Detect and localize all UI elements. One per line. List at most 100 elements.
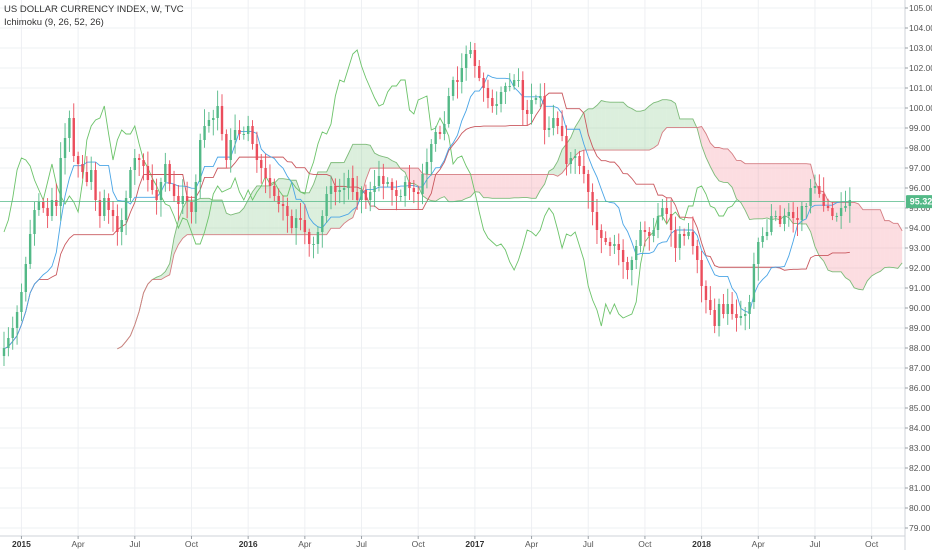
candle[interactable] [20,283,23,322]
candle[interactable] [203,109,206,148]
candle[interactable] [133,148,136,185]
candle[interactable] [246,115,250,142]
candle[interactable] [421,163,424,205]
candle[interactable] [748,294,751,329]
candle[interactable] [260,154,263,184]
candle[interactable] [408,165,411,201]
candle[interactable] [813,174,817,194]
candle[interactable] [7,327,10,357]
candle[interactable] [120,208,123,246]
candle[interactable] [190,196,193,224]
candle[interactable] [464,45,468,81]
time-axis[interactable]: 2015 Apr Jul Oct 2016 Apr Jul Oct 2017 Apr Jul Oct 2… [0,535,905,549]
candle[interactable] [473,42,477,78]
candle[interactable] [800,201,804,232]
candle[interactable] [325,186,328,223]
candle[interactable] [33,202,36,246]
candle[interactable] [778,205,782,228]
candle[interactable] [351,165,354,201]
candle[interactable] [85,156,89,187]
candle[interactable] [582,150,586,184]
candle[interactable] [155,178,158,215]
candle[interactable] [682,228,686,246]
candle[interactable] [687,223,690,240]
candle[interactable] [321,210,324,248]
candle[interactable] [791,202,795,233]
candle[interactable] [469,41,472,59]
candle[interactable] [264,153,267,194]
candle[interactable] [59,142,62,221]
candle[interactable] [835,212,838,222]
candle[interactable] [678,226,681,260]
candle[interactable] [63,123,67,175]
candle[interactable] [199,133,202,199]
candle[interactable] [107,193,110,224]
candle[interactable] [573,149,577,174]
price-axis[interactable]: 79.00 80.00 81.00 82.00 83.00 84.00 85.00 86.00… [904,0,932,550]
candle[interactable] [268,164,272,199]
candle[interactable] [713,298,716,334]
candle[interactable] [329,175,333,210]
candle[interactable] [255,131,259,173]
candle[interactable] [338,178,341,204]
candle[interactable] [111,201,115,232]
candle[interactable] [617,233,620,266]
candle[interactable] [90,156,93,190]
candle[interactable] [229,128,232,173]
candle[interactable] [648,227,651,251]
candle[interactable] [783,208,786,232]
candle[interactable] [848,187,852,223]
candle[interactable] [430,139,433,176]
candle[interactable] [831,202,834,221]
candle[interactable] [656,203,660,239]
candle[interactable] [652,217,655,243]
candle[interactable] [312,236,315,259]
candle[interactable] [129,166,132,203]
candle[interactable] [233,114,237,154]
candle[interactable] [818,174,821,198]
candle[interactable] [37,193,41,216]
candle[interactable] [390,178,394,206]
candle[interactable] [761,227,764,248]
candle[interactable] [587,169,590,209]
candle[interactable] [2,331,6,367]
candle[interactable] [447,87,450,128]
candle[interactable] [543,82,546,145]
candle[interactable] [726,288,729,325]
candle[interactable] [185,181,189,219]
candle[interactable] [76,151,80,178]
candle[interactable] [55,183,58,216]
candle[interactable] [425,148,429,189]
candle[interactable] [600,224,603,254]
candle[interactable] [395,180,398,211]
candle[interactable] [286,197,289,233]
candle[interactable] [194,174,198,224]
candle[interactable] [28,219,32,269]
candle[interactable] [704,280,708,314]
candle[interactable] [303,204,307,245]
candle[interactable] [560,110,564,142]
candle[interactable] [730,291,734,320]
candle[interactable] [164,152,167,192]
candle[interactable] [460,53,463,94]
candle[interactable] [98,191,102,228]
candle[interactable] [796,206,799,236]
candle[interactable] [399,189,402,202]
candle[interactable] [216,90,219,131]
candle[interactable] [181,179,184,215]
candle[interactable] [565,125,568,176]
candle[interactable] [486,79,490,109]
candle[interactable] [242,126,245,140]
candle[interactable] [604,231,607,246]
candle[interactable] [539,83,542,108]
candle[interactable] [674,216,677,262]
candle[interactable] [626,256,629,280]
candle[interactable] [482,72,485,102]
candle[interactable] [635,239,638,270]
candle[interactable] [151,164,154,195]
candle[interactable] [526,99,529,126]
candle[interactable] [805,202,808,219]
candle[interactable] [212,109,215,136]
candle[interactable] [521,71,525,126]
